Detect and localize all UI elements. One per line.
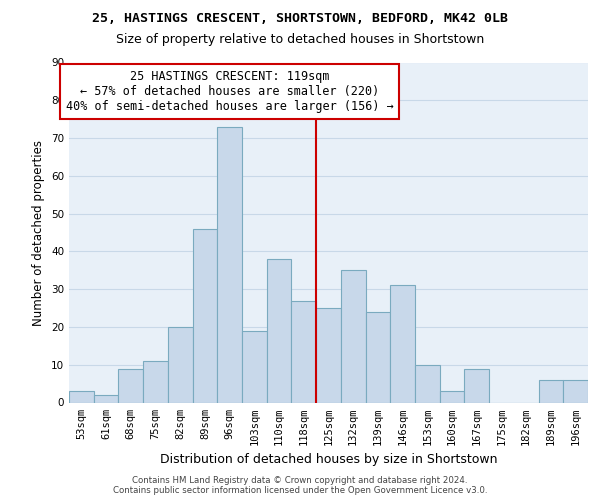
- Bar: [316, 308, 341, 402]
- Bar: [292, 300, 316, 402]
- Text: 25 HASTINGS CRESCENT: 119sqm
← 57% of detached houses are smaller (220)
40% of s: 25 HASTINGS CRESCENT: 119sqm ← 57% of de…: [66, 70, 394, 113]
- Bar: [415, 364, 440, 403]
- Bar: [168, 327, 193, 402]
- Bar: [365, 312, 390, 402]
- Bar: [143, 361, 168, 403]
- Bar: [193, 228, 217, 402]
- Bar: [563, 380, 588, 402]
- Y-axis label: Number of detached properties: Number of detached properties: [32, 140, 46, 326]
- Bar: [464, 368, 489, 402]
- Bar: [539, 380, 563, 402]
- Text: 25, HASTINGS CRESCENT, SHORTSTOWN, BEDFORD, MK42 0LB: 25, HASTINGS CRESCENT, SHORTSTOWN, BEDFO…: [92, 12, 508, 26]
- Bar: [69, 391, 94, 402]
- Bar: [242, 330, 267, 402]
- Text: Size of property relative to detached houses in Shortstown: Size of property relative to detached ho…: [116, 32, 484, 46]
- Bar: [94, 395, 118, 402]
- Bar: [390, 286, 415, 403]
- Bar: [440, 391, 464, 402]
- Bar: [217, 126, 242, 402]
- Text: Contains HM Land Registry data © Crown copyright and database right 2024.
Contai: Contains HM Land Registry data © Crown c…: [113, 476, 487, 495]
- Bar: [267, 259, 292, 402]
- Bar: [118, 368, 143, 402]
- X-axis label: Distribution of detached houses by size in Shortstown: Distribution of detached houses by size …: [160, 453, 497, 466]
- Bar: [341, 270, 365, 402]
